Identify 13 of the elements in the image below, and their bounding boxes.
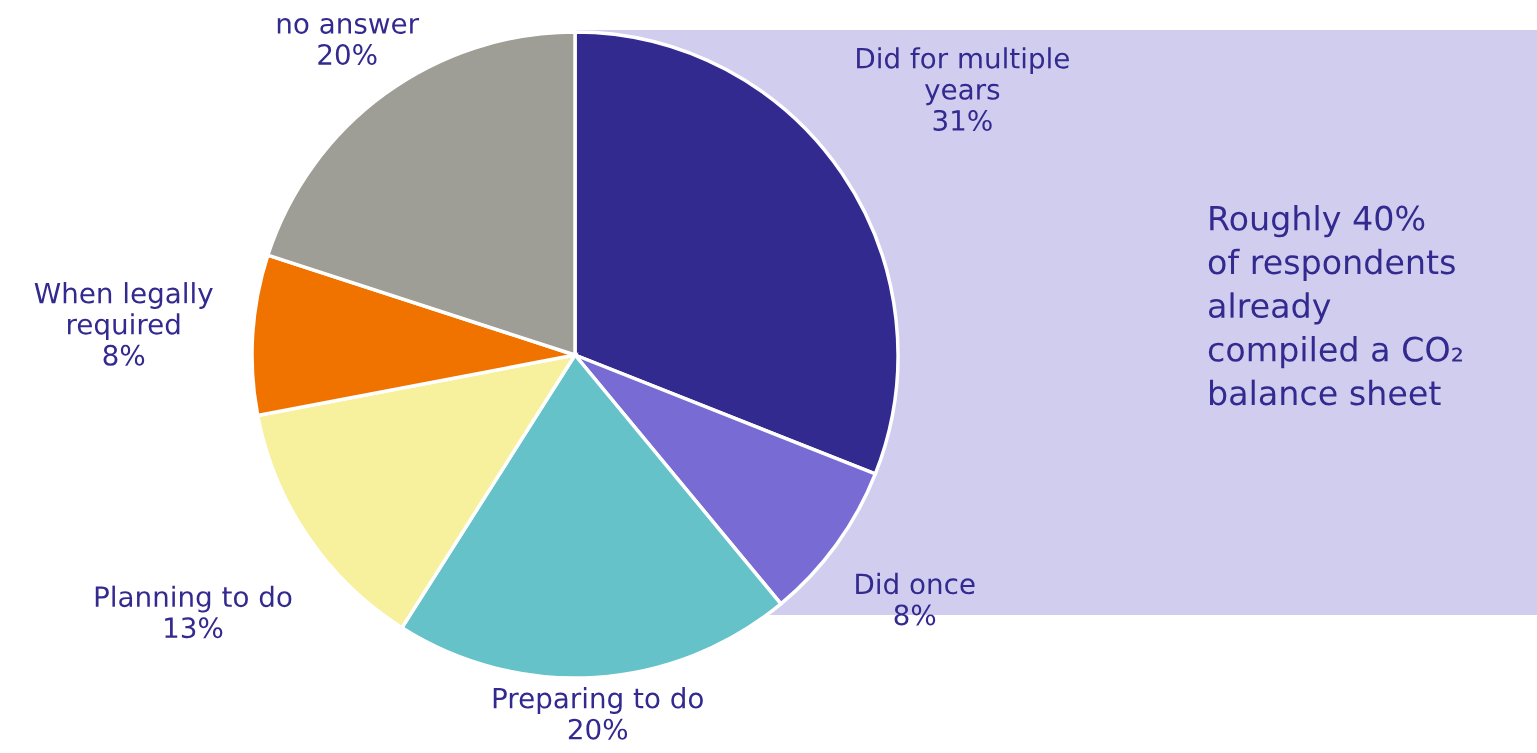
slice-label: Did once (856, 572, 975, 595)
slice-label: Planning to do (95, 585, 292, 613)
slice-label: Did for multiple years (857, 47, 1069, 106)
data-label: 8% (894, 604, 936, 626)
slice-label: no answer (277, 17, 420, 34)
text: Roughly 40% of respondents already compiled a CO₂ balance sheet (1208, 205, 1462, 406)
slice-label: Preparing to do (493, 687, 703, 714)
data-label: 13% (165, 617, 223, 639)
data-label: 31% (933, 109, 992, 131)
data-label: 20% (318, 44, 377, 66)
data-label: 8% (103, 344, 145, 366)
slice-label: When legally required (34, 282, 213, 341)
data-label: 20% (568, 718, 628, 740)
